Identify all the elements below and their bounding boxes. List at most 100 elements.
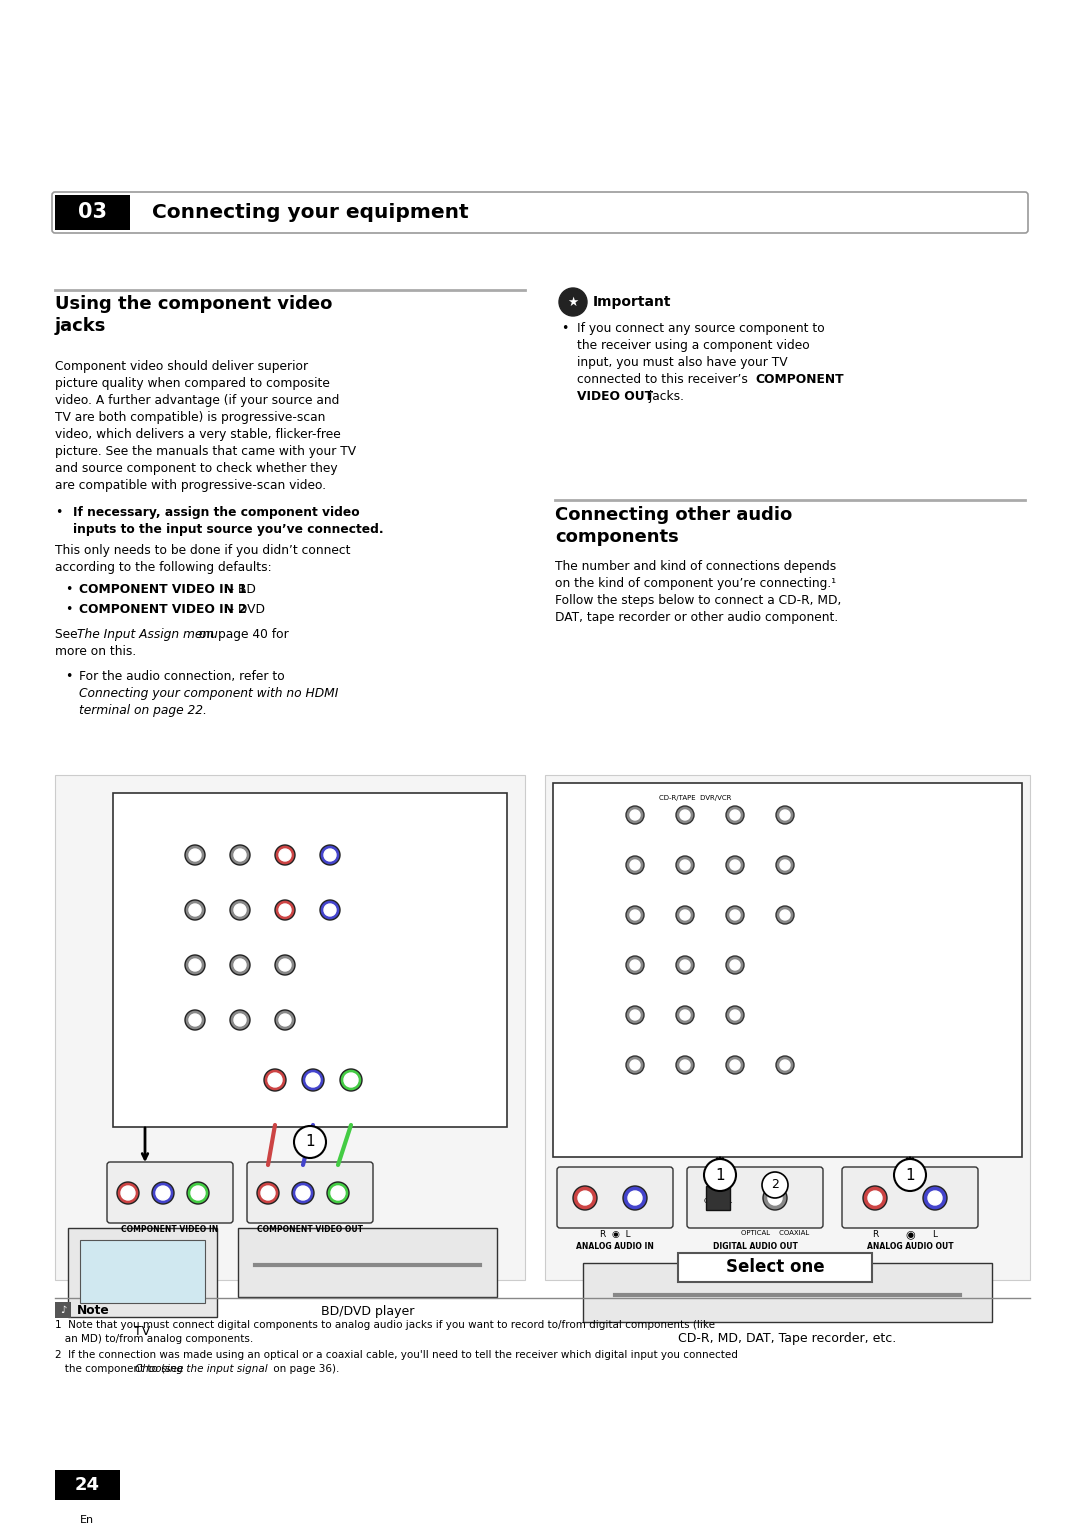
- Circle shape: [626, 1057, 644, 1073]
- FancyBboxPatch shape: [553, 783, 1022, 1157]
- Circle shape: [578, 1191, 592, 1205]
- Circle shape: [257, 1182, 279, 1203]
- Text: Connecting your component with no HDMI: Connecting your component with no HDMI: [79, 687, 338, 699]
- Text: picture. See the manuals that came with your TV: picture. See the manuals that came with …: [55, 444, 356, 458]
- Circle shape: [676, 906, 694, 924]
- Circle shape: [294, 1125, 326, 1157]
- Circle shape: [894, 1159, 926, 1191]
- Text: See: See: [55, 628, 81, 641]
- Text: This only needs to be done if you didn’t connect: This only needs to be done if you didn’t…: [55, 544, 351, 557]
- Circle shape: [156, 1186, 170, 1200]
- Text: •: •: [65, 603, 72, 615]
- Text: Connecting other audio: Connecting other audio: [555, 505, 793, 524]
- Circle shape: [777, 857, 794, 873]
- Text: R  ◉  L: R ◉ L: [599, 1231, 631, 1238]
- Text: – DVD: – DVD: [224, 603, 265, 615]
- Circle shape: [234, 849, 246, 861]
- Text: COMPONENT VIDEO IN: COMPONENT VIDEO IN: [121, 1225, 218, 1234]
- FancyBboxPatch shape: [842, 1167, 978, 1228]
- Circle shape: [630, 809, 640, 820]
- Circle shape: [726, 956, 744, 974]
- Circle shape: [185, 954, 205, 976]
- Text: TV: TV: [134, 1325, 150, 1338]
- Circle shape: [275, 954, 295, 976]
- Text: For the audio connection, refer to: For the audio connection, refer to: [79, 670, 285, 683]
- Circle shape: [680, 1009, 690, 1020]
- Circle shape: [780, 1060, 789, 1070]
- Text: The Input Assign menu: The Input Assign menu: [77, 628, 218, 641]
- Circle shape: [730, 860, 740, 870]
- Text: 2  If the connection was made using an optical or a coaxial cable, you'll need t: 2 If the connection was made using an op…: [55, 1350, 738, 1361]
- Circle shape: [630, 1009, 640, 1020]
- Circle shape: [189, 1014, 201, 1026]
- Circle shape: [230, 899, 249, 919]
- Circle shape: [306, 1073, 320, 1087]
- Circle shape: [680, 960, 690, 970]
- Circle shape: [730, 809, 740, 820]
- Circle shape: [676, 806, 694, 825]
- Circle shape: [726, 906, 744, 924]
- Circle shape: [780, 860, 789, 870]
- Circle shape: [928, 1191, 942, 1205]
- Circle shape: [730, 960, 740, 970]
- Circle shape: [777, 1057, 794, 1073]
- Circle shape: [324, 904, 336, 916]
- Text: components: components: [555, 528, 678, 547]
- Text: The number and kind of connections depends: The number and kind of connections depen…: [555, 560, 836, 573]
- Text: If necessary, assign the component video: If necessary, assign the component video: [73, 505, 360, 519]
- Circle shape: [230, 1009, 249, 1031]
- Text: terminal on page 22.: terminal on page 22.: [79, 704, 207, 718]
- Circle shape: [573, 1186, 597, 1209]
- Circle shape: [676, 1006, 694, 1025]
- Bar: [80, 1240, 205, 1303]
- FancyBboxPatch shape: [107, 1162, 233, 1223]
- Text: •: •: [65, 583, 72, 596]
- Circle shape: [292, 1182, 314, 1203]
- Text: video. A further advantage (if your source and: video. A further advantage (if your sour…: [55, 394, 339, 408]
- Circle shape: [676, 857, 694, 873]
- Circle shape: [559, 289, 588, 316]
- Circle shape: [762, 1173, 788, 1199]
- Text: DIGITAL AUDIO OUT: DIGITAL AUDIO OUT: [713, 1241, 797, 1251]
- Text: Important: Important: [593, 295, 672, 308]
- Text: COMPONENT VIDEO IN 2: COMPONENT VIDEO IN 2: [79, 603, 246, 615]
- Text: 24: 24: [75, 1477, 99, 1493]
- Circle shape: [627, 1191, 642, 1205]
- FancyBboxPatch shape: [52, 192, 1028, 234]
- FancyBboxPatch shape: [557, 1167, 673, 1228]
- Text: Note: Note: [77, 1304, 110, 1316]
- Circle shape: [191, 1186, 205, 1200]
- Text: OPTICAL: OPTICAL: [703, 1199, 732, 1203]
- Circle shape: [676, 1057, 694, 1073]
- Text: Follow the steps below to connect a CD-R, MD,: Follow the steps below to connect a CD-R…: [555, 594, 841, 608]
- Circle shape: [680, 860, 690, 870]
- Text: If you connect any source component to: If you connect any source component to: [577, 322, 825, 334]
- Text: •: •: [65, 670, 72, 683]
- Text: 03: 03: [78, 203, 107, 223]
- Text: 1: 1: [715, 1168, 725, 1182]
- Circle shape: [863, 1186, 887, 1209]
- Circle shape: [324, 849, 336, 861]
- FancyBboxPatch shape: [687, 1167, 823, 1228]
- FancyBboxPatch shape: [583, 1263, 993, 1322]
- Circle shape: [187, 1182, 210, 1203]
- Text: ◉: ◉: [905, 1231, 915, 1240]
- FancyBboxPatch shape: [678, 1254, 872, 1283]
- Circle shape: [626, 1006, 644, 1025]
- FancyBboxPatch shape: [68, 1228, 217, 1316]
- Text: En: En: [80, 1515, 94, 1525]
- Circle shape: [626, 956, 644, 974]
- Text: the receiver using a component video: the receiver using a component video: [577, 339, 810, 353]
- Circle shape: [626, 806, 644, 825]
- Circle shape: [230, 954, 249, 976]
- Bar: [55, 1471, 120, 1500]
- Circle shape: [296, 1186, 310, 1200]
- Circle shape: [185, 899, 205, 919]
- Circle shape: [630, 960, 640, 970]
- Circle shape: [345, 1073, 357, 1087]
- Circle shape: [234, 959, 246, 971]
- Circle shape: [680, 809, 690, 820]
- Circle shape: [320, 899, 340, 919]
- Text: VIDEO OUT: VIDEO OUT: [577, 389, 653, 403]
- Text: input, you must also have your TV: input, you must also have your TV: [577, 356, 787, 370]
